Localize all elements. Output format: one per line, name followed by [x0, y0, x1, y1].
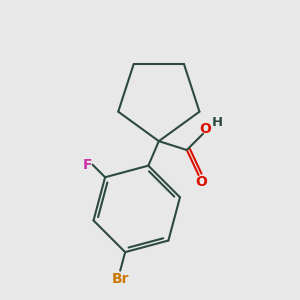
- Text: O: O: [195, 175, 207, 188]
- Text: O: O: [200, 122, 211, 136]
- Text: F: F: [82, 158, 92, 172]
- Text: Br: Br: [112, 272, 129, 286]
- Text: H: H: [212, 116, 223, 129]
